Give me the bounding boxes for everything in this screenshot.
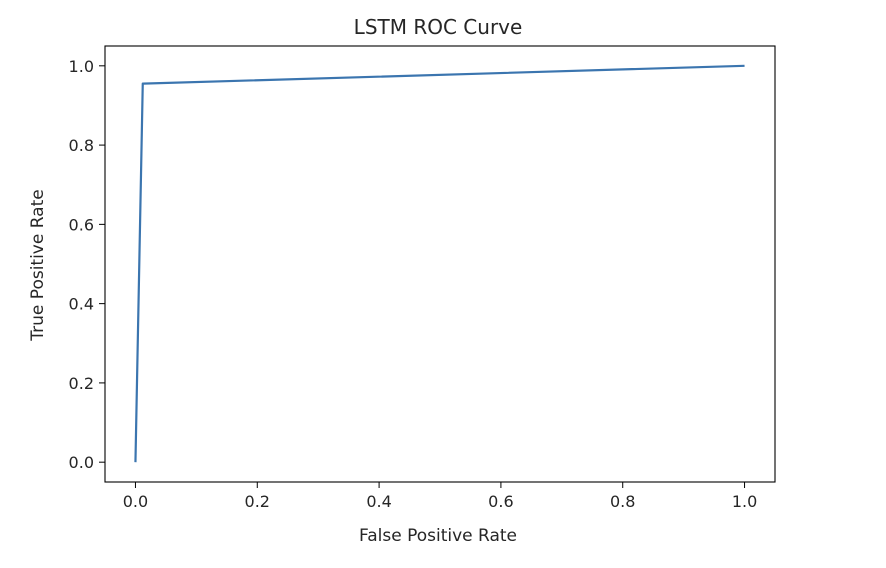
x-tick-label: 1.0 [732,492,757,511]
x-tick-label: 0.0 [123,492,148,511]
x-axis: 0.0 0.2 0.4 0.6 0.8 1.0 [123,482,757,511]
y-tick-label: 1.0 [69,57,94,76]
y-axis: 0.0 0.2 0.4 0.6 0.8 1.0 [69,57,105,472]
y-tick-label: 0.8 [69,136,94,155]
y-tick-label: 0.6 [69,215,94,234]
x-axis-label: False Positive Rate [359,526,517,546]
x-tick-label: 0.8 [610,492,635,511]
plot-frame [104,45,776,483]
y-tick-label: 0.0 [69,453,94,472]
y-axis-label: True Positive Rate [28,189,48,341]
x-tick-label: 0.2 [245,492,270,511]
x-tick-label: 0.4 [366,492,391,511]
y-tick-label: 0.4 [69,295,94,314]
x-tick-label: 0.6 [488,492,513,511]
plot-area [104,45,776,483]
roc-curve-line [134,64,745,463]
chart-title: LSTM ROC Curve [354,15,523,39]
y-tick-label: 0.2 [69,374,94,393]
